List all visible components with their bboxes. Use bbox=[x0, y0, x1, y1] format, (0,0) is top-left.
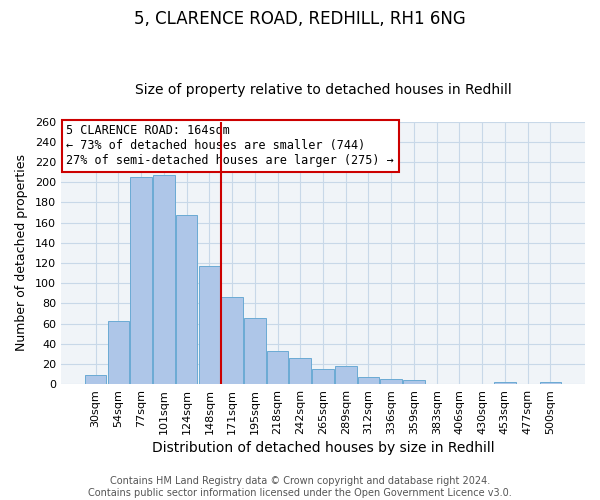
Bar bbox=[267, 351, 289, 384]
X-axis label: Distribution of detached houses by size in Redhill: Distribution of detached houses by size … bbox=[152, 441, 494, 455]
Text: 5 CLARENCE ROAD: 164sqm
← 73% of detached houses are smaller (744)
27% of semi-d: 5 CLARENCE ROAD: 164sqm ← 73% of detache… bbox=[66, 124, 394, 168]
Bar bbox=[153, 175, 175, 384]
Bar bbox=[335, 366, 356, 384]
Bar bbox=[130, 178, 152, 384]
Bar bbox=[221, 298, 243, 384]
Bar bbox=[199, 266, 220, 384]
Bar bbox=[403, 380, 425, 384]
Text: 5, CLARENCE ROAD, REDHILL, RH1 6NG: 5, CLARENCE ROAD, REDHILL, RH1 6NG bbox=[134, 10, 466, 28]
Bar bbox=[176, 214, 197, 384]
Title: Size of property relative to detached houses in Redhill: Size of property relative to detached ho… bbox=[134, 83, 511, 97]
Bar bbox=[85, 375, 106, 384]
Bar bbox=[312, 369, 334, 384]
Bar bbox=[358, 377, 379, 384]
Bar bbox=[244, 318, 266, 384]
Bar bbox=[494, 382, 516, 384]
Bar bbox=[107, 320, 129, 384]
Bar bbox=[380, 379, 402, 384]
Bar bbox=[289, 358, 311, 384]
Y-axis label: Number of detached properties: Number of detached properties bbox=[15, 154, 28, 352]
Bar bbox=[539, 382, 561, 384]
Text: Contains HM Land Registry data © Crown copyright and database right 2024.
Contai: Contains HM Land Registry data © Crown c… bbox=[88, 476, 512, 498]
